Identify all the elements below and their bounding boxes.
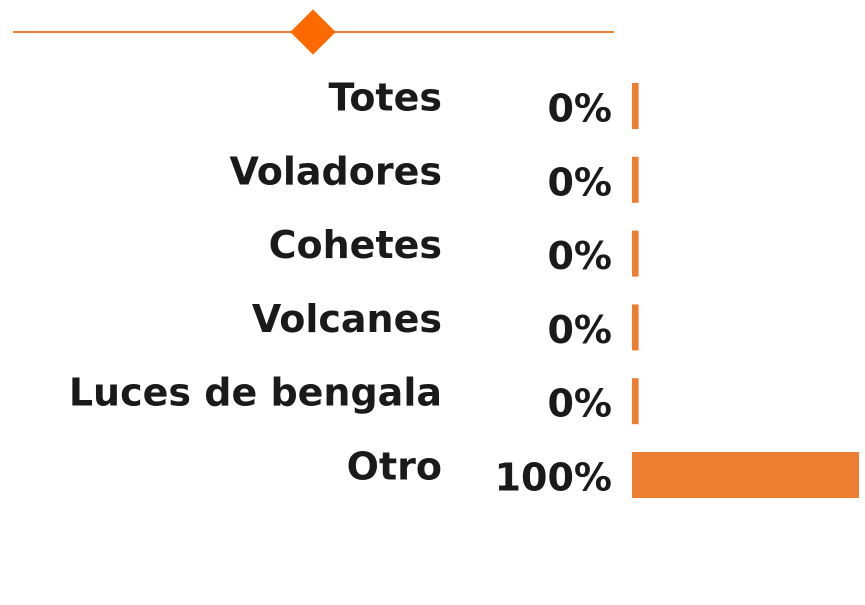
category-label: Otro bbox=[347, 445, 442, 489]
value-label: 0% bbox=[547, 160, 612, 204]
category-label: Volcanes bbox=[252, 297, 442, 341]
value-label: 0% bbox=[547, 308, 612, 352]
bar bbox=[632, 452, 859, 498]
category-label: Voladores bbox=[229, 149, 442, 193]
category-label: Luces de bengala bbox=[69, 371, 442, 415]
value-label: 0% bbox=[547, 234, 612, 278]
value-label: 0% bbox=[547, 87, 612, 131]
bar bbox=[632, 230, 639, 277]
value-label: 100% bbox=[495, 456, 612, 500]
divider-diamond bbox=[290, 9, 336, 55]
value-label: 0% bbox=[547, 382, 612, 426]
bar bbox=[632, 378, 639, 425]
bar bbox=[632, 156, 639, 203]
category-label: Totes bbox=[328, 76, 442, 120]
category-label: Cohetes bbox=[269, 223, 442, 267]
bar bbox=[632, 304, 639, 351]
bar bbox=[632, 83, 639, 129]
